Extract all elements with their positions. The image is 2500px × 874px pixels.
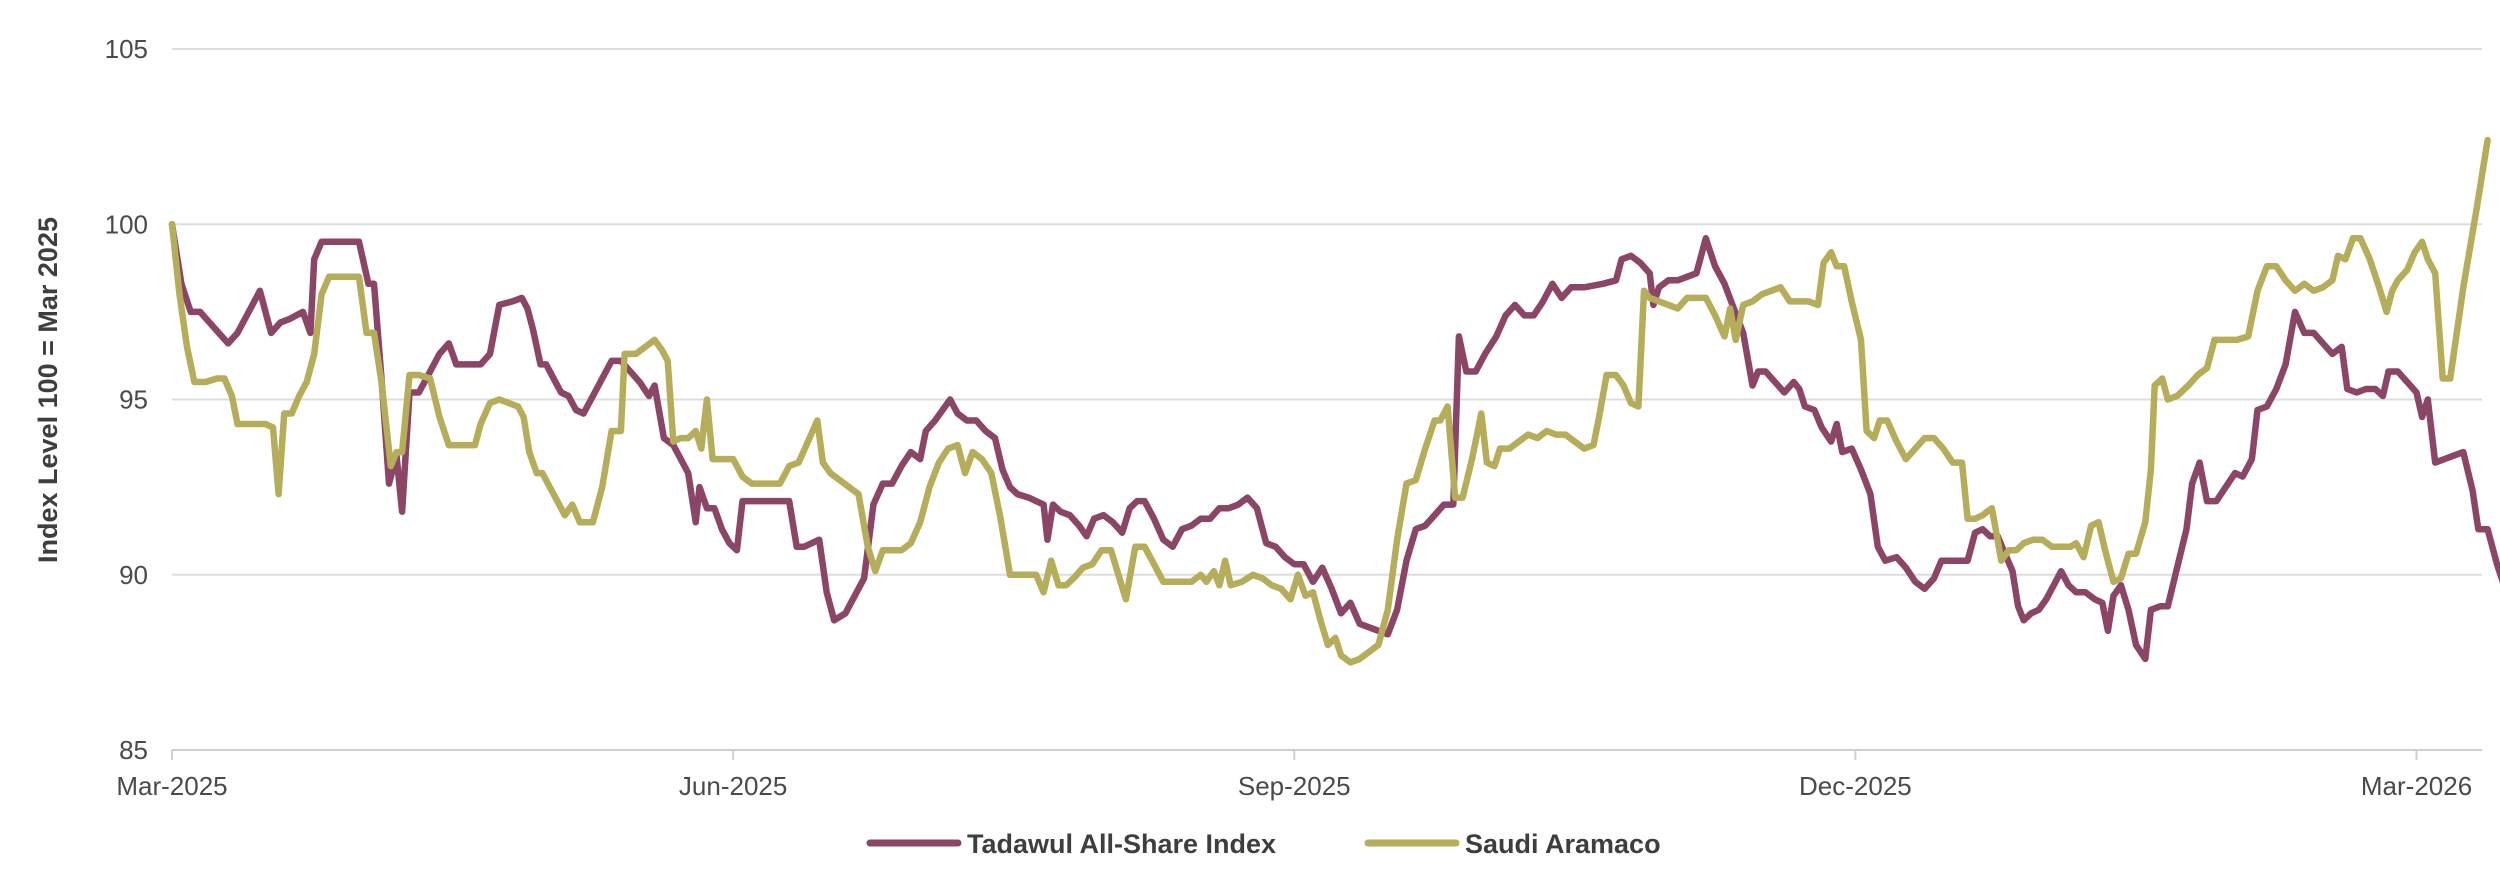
y-axis-ticks: 85 90 95 100 105 [105,34,148,765]
legend-label: Tadawul All-Share Index [967,829,1276,859]
series-line-aramco [168,136,2491,666]
y-axis-title: Index Level 100 = Mar 2025 [33,217,63,563]
series-layer [168,136,2500,666]
x-axis-ticks: Mar-2025 Jun-2025 Sep-2025 Dec-2025 Mar-2026 [116,750,2472,801]
legend-label: Saudi Aramaco [1465,829,1661,859]
y-tick-label: 90 [119,560,148,590]
x-tick-label: Mar-2025 [116,771,227,801]
legend: Tadawul All-Share Index Saudi Aramaco [866,829,1661,859]
series-line-tadawul [168,221,2500,663]
x-tick-label: Jun-2025 [679,771,787,801]
x-tick-label: Mar-2026 [2361,771,2472,801]
x-tick-label: Sep-2025 [1238,771,1351,801]
x-tick-label: Dec-2025 [1799,771,1912,801]
gridlines [172,48,2482,576]
y-tick-label: 100 [105,209,148,239]
y-tick-label: 105 [105,34,148,64]
y-tick-label: 95 [119,385,148,415]
y-tick-label: 85 [119,735,148,765]
